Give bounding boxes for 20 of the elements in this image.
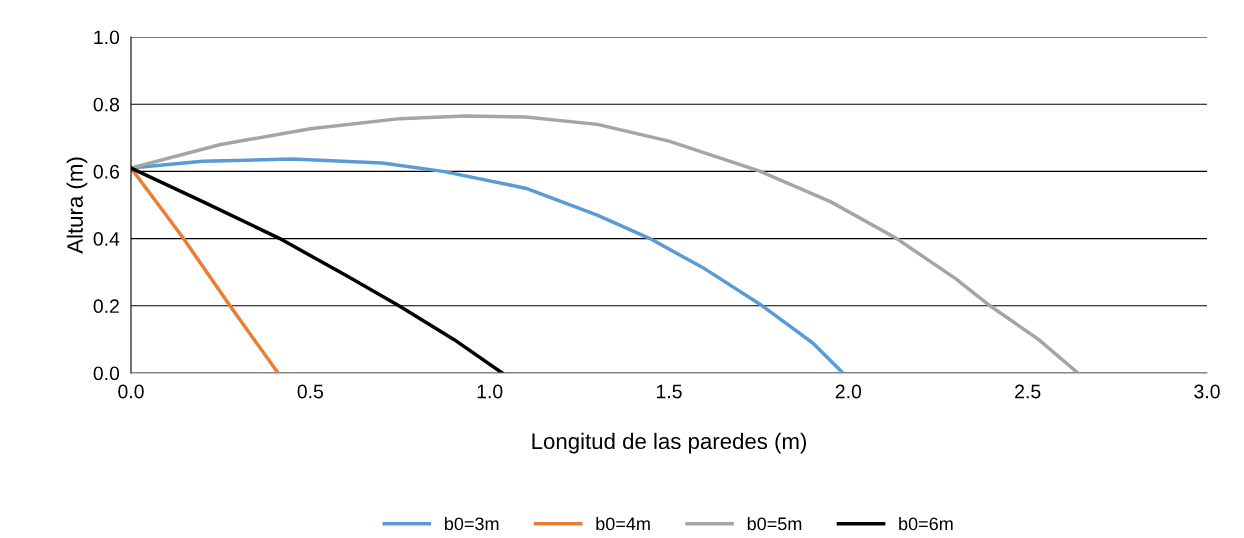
legend-label: b0=6m [899, 516, 953, 531]
y-tick-label: 0.6 [93, 164, 120, 179]
x-tick-label: 2.0 [835, 384, 862, 399]
y-axis-title: Altura (m) [66, 157, 88, 254]
legend-label: b0=5m [747, 516, 802, 531]
x-tick-label: 0.0 [118, 384, 144, 399]
x-tick-label: 1.0 [477, 384, 503, 399]
x-tick-label: 0.5 [297, 384, 324, 399]
x-tick-label: 2.5 [1015, 384, 1041, 399]
line-series [131, 114, 1080, 373]
y-tick-label: 0.2 [93, 299, 119, 314]
legend-label: b0=3m [445, 516, 499, 531]
x-tick-label: 3.0 [1194, 384, 1220, 399]
y-tick-label: 1.0 [94, 30, 120, 45]
x-tick-label: 1.5 [656, 384, 682, 399]
x-axis-title: Longitud de las paredes (m) [532, 432, 806, 454]
y-tick-label: 0.4 [93, 232, 120, 246]
y-tick-label: 0.8 [93, 97, 120, 112]
y-tick-label: 0.0 [93, 366, 120, 381]
legend-label: b0=4m [596, 516, 650, 531]
